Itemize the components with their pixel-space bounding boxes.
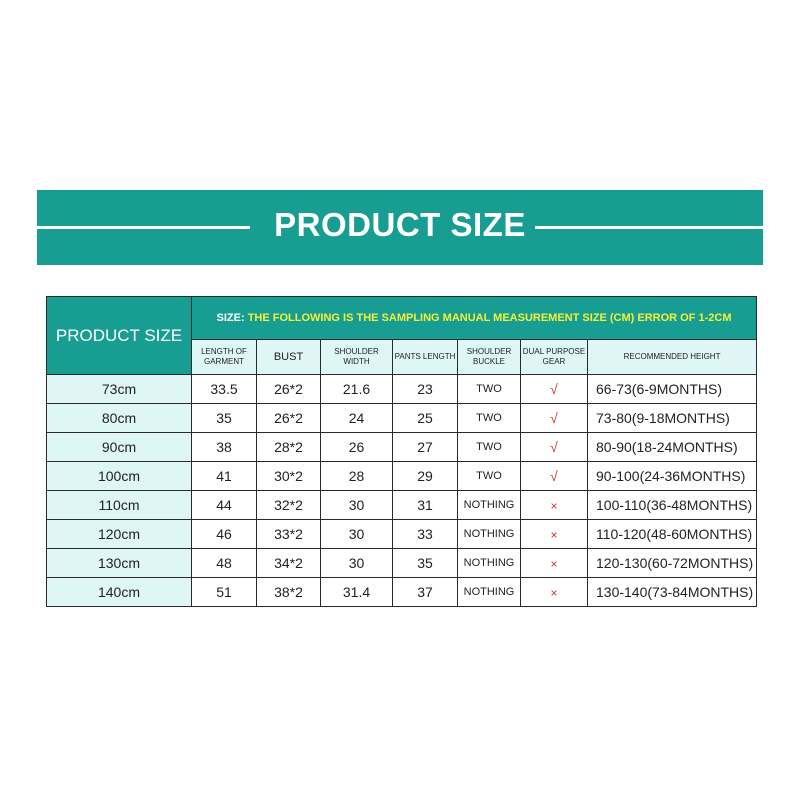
- cell-size: 120cm: [46, 519, 192, 549]
- cell-height: 110-120(48-60MONTHS): [586, 519, 758, 549]
- cell-height: 90-100(24-36MONTHS): [586, 461, 758, 491]
- column-header: RECOMMENDED HEIGHT: [586, 339, 758, 375]
- cell-bust: 30*2: [256, 461, 321, 491]
- cross-icon: ×: [550, 557, 558, 571]
- cell-size: 73cm: [46, 374, 192, 404]
- cross-icon: ×: [550, 586, 558, 600]
- cell-height: 100-110(36-48MONTHS): [586, 490, 758, 520]
- table-row: 110cm 44 32*2 30 31 NOTHING × 100-110(36-48MONT…: [46, 490, 758, 520]
- cell-shoulder: 30: [320, 490, 393, 520]
- cell-dual: √: [520, 374, 588, 404]
- cell-height: 130-140(73-84MONTHS): [586, 577, 758, 607]
- cell-buckle: NOTHING: [457, 519, 521, 549]
- cell-size: 130cm: [46, 548, 192, 578]
- cell-height: 120-130(60-72MONTHS): [586, 548, 758, 578]
- cell-bust: 34*2: [256, 548, 321, 578]
- note-label: SIZE:: [216, 312, 245, 324]
- check-icon: √: [550, 468, 558, 484]
- cell-shoulder: 30: [320, 548, 393, 578]
- cell-length: 48: [191, 548, 257, 578]
- cell-shoulder: 21.6: [320, 374, 393, 404]
- cell-dual: ×: [520, 490, 588, 520]
- column-header: DUAL PURPOSE GEAR: [520, 339, 588, 375]
- size-table: PRODUCT SIZE SIZE: THE FOLLOWING IS THE …: [46, 296, 758, 607]
- cell-shoulder: 24: [320, 403, 393, 433]
- check-icon: √: [550, 439, 558, 455]
- cell-dual: ×: [520, 519, 588, 549]
- cell-bust: 33*2: [256, 519, 321, 549]
- cell-bust: 38*2: [256, 577, 321, 607]
- cell-dual: √: [520, 461, 588, 491]
- column-header: SHOULDER BUCKLE: [457, 339, 521, 375]
- cell-shoulder: 26: [320, 432, 393, 462]
- banner-divider-right: [535, 226, 763, 229]
- cell-dual: ×: [520, 548, 588, 578]
- cell-height: 80-90(18-24MONTHS): [586, 432, 758, 462]
- cell-pants: 33: [392, 519, 458, 549]
- banner-title: PRODUCT SIZE: [274, 206, 526, 243]
- cell-size: 100cm: [46, 461, 192, 491]
- cell-dual: √: [520, 403, 588, 433]
- table-row: 140cm 51 38*2 31.4 37 NOTHING × 130-140(73-84MO…: [46, 577, 758, 607]
- cell-bust: 28*2: [256, 432, 321, 462]
- cell-buckle: TWO: [457, 374, 521, 404]
- cell-shoulder: 28: [320, 461, 393, 491]
- cell-shoulder: 31.4: [320, 577, 393, 607]
- table-row: 130cm 48 34*2 30 35 NOTHING × 120-130(60-72MONT…: [46, 548, 758, 578]
- cell-pants: 27: [392, 432, 458, 462]
- cross-icon: ×: [550, 528, 558, 542]
- cell-length: 33.5: [191, 374, 257, 404]
- cell-size: 140cm: [46, 577, 192, 607]
- cell-dual: √: [520, 432, 588, 462]
- cell-bust: 26*2: [256, 374, 321, 404]
- cell-bust: 32*2: [256, 490, 321, 520]
- cell-pants: 23: [392, 374, 458, 404]
- table-row: 73cm 33.5 26*2 21.6 23 TWO √ 66-73(6-9MONTHS): [46, 374, 758, 404]
- column-header: LENGTH OF GARMENT: [191, 339, 257, 375]
- cell-buckle: TWO: [457, 461, 521, 491]
- cell-buckle: TWO: [457, 403, 521, 433]
- title-banner: PRODUCT SIZE: [37, 190, 763, 265]
- column-header: SHOULDER WIDTH: [320, 339, 393, 375]
- cell-pants: 29: [392, 461, 458, 491]
- banner-divider-left: [37, 226, 250, 229]
- cell-length: 44: [191, 490, 257, 520]
- cell-pants: 35: [392, 548, 458, 578]
- cell-length: 38: [191, 432, 257, 462]
- cell-shoulder: 30: [320, 519, 393, 549]
- column-header: BUST: [256, 339, 321, 375]
- check-icon: √: [550, 410, 558, 426]
- table-row: 100cm 41 30*2 28 29 TWO √ 90-100(24-36MONTHS): [46, 461, 758, 491]
- table-row: 120cm 46 33*2 30 33 NOTHING × 110-120(48-60MONT…: [46, 519, 758, 549]
- table-row: 80cm 35 26*2 24 25 TWO √ 73-80(9-18MONTHS): [46, 403, 758, 433]
- cell-pants: 31: [392, 490, 458, 520]
- cell-buckle: NOTHING: [457, 490, 521, 520]
- cell-buckle: NOTHING: [457, 577, 521, 607]
- cell-length: 51: [191, 577, 257, 607]
- cell-length: 46: [191, 519, 257, 549]
- cross-icon: ×: [550, 499, 558, 513]
- table-row: 90cm 38 28*2 26 27 TWO √ 80-90(18-24MONTHS): [46, 432, 758, 462]
- cell-size: 80cm: [46, 403, 192, 433]
- cell-buckle: TWO: [457, 432, 521, 462]
- cell-size: 90cm: [46, 432, 192, 462]
- cell-pants: 37: [392, 577, 458, 607]
- cell-size: 110cm: [46, 490, 192, 520]
- note-text: THE FOLLOWING IS THE SAMPLING MANUAL MEA…: [244, 312, 732, 324]
- cell-height: 66-73(6-9MONTHS): [586, 374, 758, 404]
- cell-buckle: NOTHING: [457, 548, 521, 578]
- cell-pants: 25: [392, 403, 458, 433]
- cell-height: 73-80(9-18MONTHS): [586, 403, 758, 433]
- measurement-note: SIZE: THE FOLLOWING IS THE SAMPLING MANU…: [190, 296, 758, 340]
- cell-length: 41: [191, 461, 257, 491]
- check-icon: √: [550, 381, 558, 397]
- column-header: PANTS LENGTH: [392, 339, 458, 375]
- cell-length: 35: [191, 403, 257, 433]
- cell-dual: ×: [520, 577, 588, 607]
- cell-bust: 26*2: [256, 403, 321, 433]
- corner-label: PRODUCT SIZE: [46, 296, 192, 375]
